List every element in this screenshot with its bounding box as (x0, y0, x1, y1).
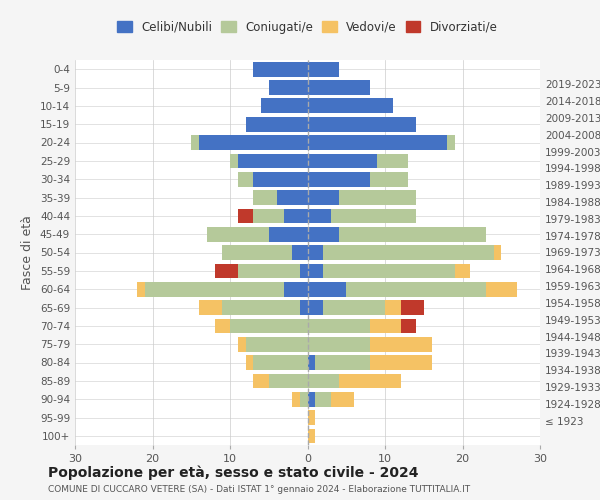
Bar (238, 208, 253, 223)
Bar (253, 190, 277, 205)
Bar (207, 227, 269, 242)
Bar (137, 282, 145, 296)
Bar (261, 98, 308, 113)
Bar (308, 117, 416, 132)
Bar (245, 117, 308, 132)
Bar (238, 264, 300, 278)
Bar (300, 392, 308, 406)
Bar (253, 208, 284, 223)
Bar (346, 282, 486, 296)
Bar (308, 208, 331, 223)
Bar (222, 245, 292, 260)
Bar (308, 154, 377, 168)
Bar (455, 264, 470, 278)
Bar (308, 227, 338, 242)
Bar (215, 318, 230, 333)
Bar (338, 227, 486, 242)
Bar (308, 410, 315, 425)
Bar (308, 245, 323, 260)
Bar (493, 245, 501, 260)
Bar (323, 245, 493, 260)
Bar (308, 282, 346, 296)
Bar (238, 337, 245, 351)
Bar (222, 300, 300, 315)
Bar (230, 318, 308, 333)
Bar (308, 337, 370, 351)
Bar (308, 392, 315, 406)
Bar (331, 392, 354, 406)
Bar (245, 355, 253, 370)
Bar (308, 355, 315, 370)
Bar (215, 264, 238, 278)
Bar (308, 135, 447, 150)
Bar (308, 374, 338, 388)
Bar (245, 337, 308, 351)
Bar (308, 300, 323, 315)
Bar (292, 392, 300, 406)
Bar (308, 190, 338, 205)
Bar (370, 337, 431, 351)
Bar (269, 227, 308, 242)
Bar (486, 282, 517, 296)
Bar (253, 172, 308, 186)
Text: COMUNE DI CUCCARO VETERE (SA) - Dati ISTAT 1° gennaio 2024 - Elaborazione TUTTIT: COMUNE DI CUCCARO VETERE (SA) - Dati IST… (48, 485, 470, 494)
Bar (308, 98, 393, 113)
Bar (308, 172, 370, 186)
Bar (447, 135, 455, 150)
Bar (385, 300, 401, 315)
Bar (253, 62, 308, 76)
Bar (253, 374, 269, 388)
Bar (308, 62, 338, 76)
Bar (338, 190, 416, 205)
Bar (377, 154, 408, 168)
Bar (230, 154, 238, 168)
Bar (308, 264, 323, 278)
Bar (308, 80, 370, 95)
Bar (269, 80, 308, 95)
Bar (370, 318, 401, 333)
Bar (238, 154, 308, 168)
Bar (315, 355, 370, 370)
Bar (300, 264, 308, 278)
Bar (323, 300, 385, 315)
Bar (199, 300, 222, 315)
Bar (284, 208, 308, 223)
Bar (292, 245, 308, 260)
Bar (370, 355, 431, 370)
Bar (253, 355, 308, 370)
Bar (199, 135, 308, 150)
Bar (300, 300, 308, 315)
Bar (308, 428, 315, 443)
Bar (331, 208, 416, 223)
Bar (284, 282, 308, 296)
Bar (269, 374, 308, 388)
Bar (277, 190, 308, 205)
Bar (308, 318, 370, 333)
Legend: Celibi/Nubili, Coniugati/e, Vedovi/e, Divorziati/e: Celibi/Nubili, Coniugati/e, Vedovi/e, Di… (113, 16, 502, 38)
Bar (191, 135, 199, 150)
Y-axis label: Fasce di età: Fasce di età (22, 215, 34, 290)
Bar (323, 264, 455, 278)
Bar (370, 172, 408, 186)
Bar (238, 172, 253, 186)
Bar (315, 392, 331, 406)
Bar (401, 318, 416, 333)
Text: Popolazione per età, sesso e stato civile - 2024: Popolazione per età, sesso e stato civil… (48, 465, 419, 479)
Bar (338, 374, 401, 388)
Bar (401, 300, 424, 315)
Bar (145, 282, 284, 296)
